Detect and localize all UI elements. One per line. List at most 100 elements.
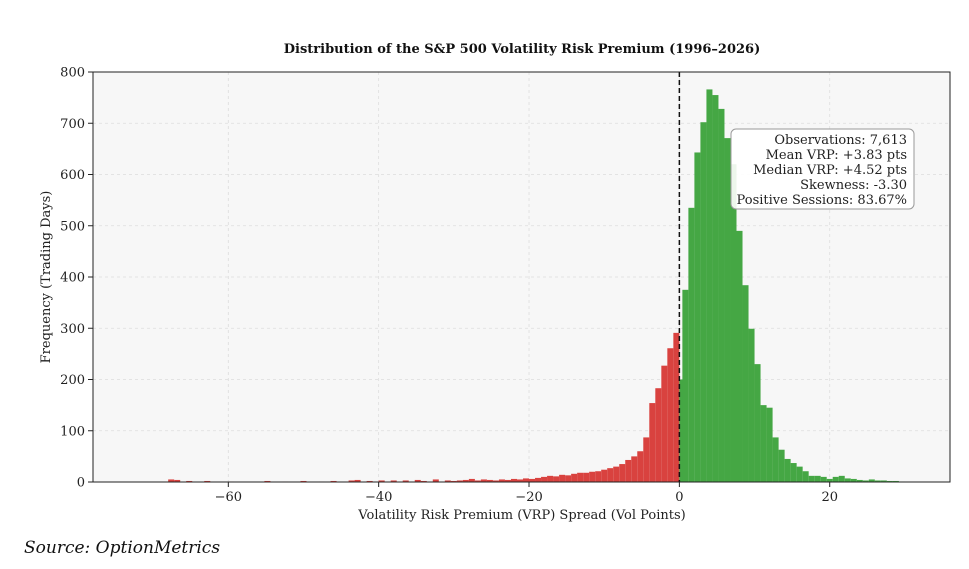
histogram-bar-50 bbox=[631, 456, 638, 482]
histogram-bar-39 bbox=[565, 475, 572, 482]
histogram-bar-55 bbox=[661, 365, 668, 482]
y-tick-label-2: 200 bbox=[60, 373, 85, 388]
x-tick-label-1: −40 bbox=[365, 490, 392, 505]
histogram-bar-66 bbox=[724, 138, 731, 483]
histogram-bar-44 bbox=[595, 471, 602, 482]
histogram-bar-5 bbox=[264, 480, 271, 482]
y-tick-label-5: 500 bbox=[60, 219, 85, 234]
histogram-bar-40 bbox=[571, 473, 578, 482]
histogram-bar-17 bbox=[420, 480, 427, 482]
histogram-bar-19 bbox=[444, 480, 451, 482]
histogram-bar-41 bbox=[577, 472, 584, 482]
x-axis-label: Volatility Risk Premium (VRP) Spread (Vo… bbox=[357, 508, 685, 523]
histogram-bar-25 bbox=[480, 479, 487, 482]
histogram-bar-34 bbox=[535, 477, 542, 482]
histogram-bar-31 bbox=[516, 479, 524, 482]
histogram-bar-82 bbox=[820, 476, 827, 482]
histogram-bar-43 bbox=[589, 471, 596, 482]
histogram-bar-35 bbox=[541, 476, 548, 482]
histogram-bar-37 bbox=[553, 476, 560, 482]
histogram-bar-62 bbox=[700, 122, 707, 482]
y-tick-label-0: 0 bbox=[77, 476, 85, 491]
histogram-bar-92 bbox=[880, 480, 887, 482]
histogram-bar-30 bbox=[510, 478, 517, 482]
y-axis-label: Frequency (Trading Days) bbox=[39, 191, 54, 364]
histogram-bar-16 bbox=[414, 479, 421, 482]
histogram-bar-1 bbox=[174, 479, 181, 482]
histogram-bar-67 bbox=[730, 164, 737, 482]
histogram-bar-21 bbox=[456, 480, 463, 482]
histogram-bar-57 bbox=[673, 332, 680, 482]
histogram-bar-22 bbox=[462, 479, 469, 482]
histogram-bar-38 bbox=[559, 474, 566, 482]
histogram-bar-0 bbox=[168, 479, 175, 482]
y-tick-label-6: 600 bbox=[60, 168, 85, 183]
histogram-bar-74 bbox=[772, 437, 779, 482]
histogram-bar-87 bbox=[850, 478, 857, 482]
stats-annotation-box: Observations: 7,613 Mean VRP: +3.83 pts … bbox=[730, 128, 915, 210]
histogram-bar-48 bbox=[619, 464, 626, 482]
histogram-bar-24 bbox=[474, 480, 481, 482]
histogram-bar-47 bbox=[613, 466, 620, 482]
y-tick-label-1: 100 bbox=[60, 424, 85, 439]
histogram-bar-52 bbox=[643, 437, 650, 482]
histogram-bar-84 bbox=[832, 476, 839, 482]
x-tick-label-3: 0 bbox=[675, 490, 683, 505]
histogram-bar-80 bbox=[808, 475, 815, 482]
histogram-bar-36 bbox=[547, 475, 554, 482]
histogram-bar-78 bbox=[796, 466, 803, 482]
y-tick-label-3: 300 bbox=[60, 322, 85, 337]
histogram-bar-3 bbox=[204, 480, 211, 482]
histogram-bar-26 bbox=[486, 479, 493, 482]
histogram-bar-61 bbox=[694, 152, 701, 482]
histogram-bar-54 bbox=[655, 388, 662, 482]
histogram-bar-76 bbox=[784, 458, 791, 482]
y-axis-ticks: 0 100 200 300 400 500 600 700 800 bbox=[60, 66, 93, 491]
histogram-bar-10 bbox=[348, 480, 355, 482]
histogram-bar-2 bbox=[186, 480, 193, 482]
x-axis-ticks: −60 −40 −20 0 20 bbox=[215, 482, 838, 505]
x-tick-label-0: −60 bbox=[215, 490, 242, 505]
histogram-bar-20 bbox=[450, 480, 457, 482]
histogram-bar-60 bbox=[688, 207, 695, 482]
stats-observations: Observations: 7,613 bbox=[774, 133, 907, 148]
histogram-bar-63 bbox=[706, 89, 713, 483]
histogram-bar-32 bbox=[523, 478, 530, 482]
histogram-bar-56 bbox=[667, 348, 674, 482]
histogram-bar-68 bbox=[736, 230, 743, 482]
histogram-bar-18 bbox=[432, 479, 439, 482]
histogram-bar-71 bbox=[754, 364, 761, 482]
source-caption: Source: OptionMetrics bbox=[24, 538, 221, 558]
histogram-bar-65 bbox=[718, 108, 725, 483]
stats-skewness: Skewness: -3.30 bbox=[800, 178, 907, 193]
y-tick-label-8: 800 bbox=[60, 66, 85, 81]
histogram-bar-75 bbox=[778, 449, 785, 482]
stats-median: Median VRP: +4.52 pts bbox=[753, 163, 907, 178]
histogram-bar-7 bbox=[300, 480, 307, 482]
y-tick-label-7: 700 bbox=[60, 117, 85, 132]
histogram-bar-28 bbox=[498, 479, 505, 482]
histogram-bar-12 bbox=[366, 480, 373, 482]
histogram-bar-83 bbox=[826, 478, 833, 482]
stats-positive-sessions: Positive Sessions: 83.67% bbox=[737, 193, 907, 208]
histogram-bar-11 bbox=[354, 479, 361, 482]
histogram-bar-79 bbox=[802, 471, 809, 482]
stats-mean: Mean VRP: +3.83 pts bbox=[766, 148, 907, 163]
histogram-bar-91 bbox=[874, 480, 881, 482]
x-tick-label-4: 20 bbox=[821, 490, 838, 505]
histogram-bar-70 bbox=[748, 328, 755, 482]
histogram-bar-90 bbox=[868, 479, 875, 482]
histogram-bar-23 bbox=[468, 478, 475, 482]
histogram-bar-33 bbox=[529, 478, 536, 482]
histogram-bar-93 bbox=[886, 480, 893, 482]
histogram-bar-81 bbox=[814, 475, 821, 482]
histogram-bar-29 bbox=[504, 479, 511, 482]
histogram-bar-46 bbox=[607, 468, 614, 482]
histogram-bar-51 bbox=[637, 451, 644, 482]
histogram-bar-69 bbox=[742, 285, 749, 482]
histogram-bar-88 bbox=[856, 479, 863, 482]
chart-title: Distribution of the S&P 500 Volatility R… bbox=[284, 42, 761, 57]
histogram-bar-86 bbox=[844, 478, 851, 482]
histogram-bars bbox=[168, 89, 905, 483]
histogram-bar-49 bbox=[625, 459, 632, 482]
